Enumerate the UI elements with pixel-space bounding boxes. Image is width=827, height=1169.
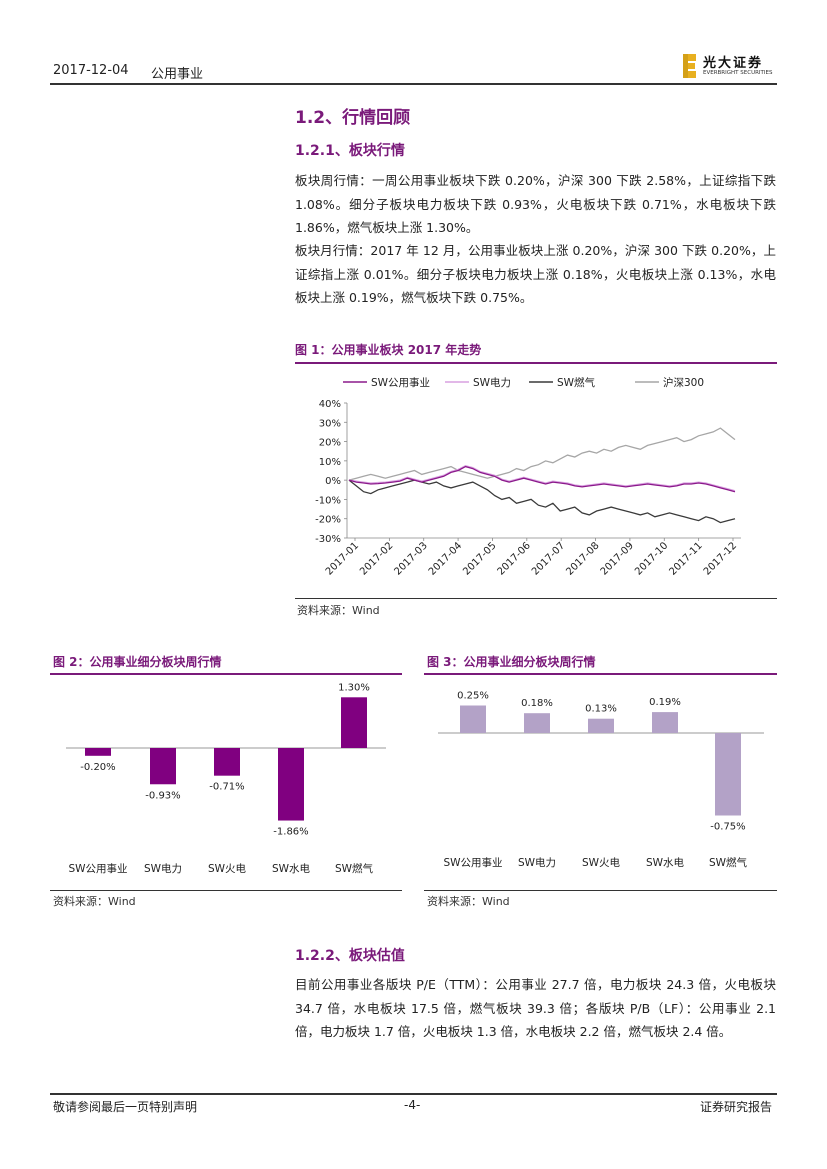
x-tick-label: 2017-07: [530, 540, 567, 577]
figure2-top-rule: [50, 673, 402, 675]
category-label-4: SW燃气: [709, 856, 748, 869]
company-logo: 光大证券 EVERBRIGHT SECURITIES: [683, 52, 783, 80]
data-label-1: 0.18%: [521, 698, 553, 709]
figure3-chart: 0.25% SW公用事业 0.18% SW电力 0.13% SW火电 0.19% SW水电 -0…: [438, 691, 764, 869]
bar-2: [588, 718, 614, 733]
legend-label-1: SW电力: [473, 376, 511, 389]
y-tick-label: 30%: [319, 418, 341, 429]
data-label-0: 0.25%: [457, 691, 489, 702]
header-rule: [50, 83, 777, 85]
bar-0: [460, 705, 486, 733]
bar-3: [278, 748, 304, 821]
x-tick-label: 2017-06: [496, 540, 533, 577]
y-tick-label: -30%: [315, 534, 341, 545]
figure3-bottom-rule: [424, 890, 777, 891]
figure2-bottom-rule: [50, 890, 402, 891]
x-tick-label: 2017-09: [599, 540, 636, 577]
paragraph-valuation: 目前公用事业各版块 P/E（TTM）：公用事业 27.7 倍，电力板块 24.3…: [295, 977, 776, 1039]
series-line-3: [348, 427, 736, 481]
data-label-4: 1.30%: [338, 682, 370, 693]
header-sector: 公用事业: [151, 67, 204, 82]
category-label-3: SW水电: [272, 862, 311, 875]
x-tick-label: 2017-12: [702, 540, 739, 577]
footer-rule: [50, 1093, 777, 1095]
data-label-3: 0.19%: [649, 697, 681, 708]
x-tick-label: 2017-01: [324, 540, 361, 577]
x-tick-label: 2017-10: [633, 540, 670, 577]
category-label-0: SW公用事业: [443, 856, 502, 869]
paragraph-weekly: 板块周行情：一周公用事业板块下跌 0.20%，沪深 300 下跌 2.58%，上…: [295, 173, 776, 235]
x-tick-label: 2017-05: [461, 540, 498, 577]
figure2-source: 资料来源：Wind: [53, 895, 136, 908]
legend-label-3: 沪深300: [663, 376, 704, 389]
category-label-0: SW公用事业: [68, 862, 127, 875]
x-tick-label: 2017-02: [358, 540, 395, 577]
data-label-4: -0.75%: [710, 822, 745, 833]
bar-1: [150, 748, 176, 785]
y-tick-label: 40%: [319, 399, 341, 410]
x-tick-label: 2017-03: [393, 540, 430, 577]
data-label-0: -0.20%: [80, 762, 115, 773]
x-tick-label: 2017-04: [427, 540, 464, 577]
figure1-bottom-rule: [295, 598, 777, 599]
category-label-1: SW电力: [144, 862, 182, 875]
data-label-3: -1.86%: [273, 827, 308, 838]
header-date: 2017-12-04: [53, 63, 129, 78]
y-tick-label: 0%: [325, 476, 341, 487]
footer-report-type: 证券研究报告: [700, 1100, 773, 1114]
x-tick-label: 2017-08: [564, 540, 601, 577]
category-label-2: SW火电: [582, 856, 621, 869]
figure1-title: 图 1：公用事业板块 2017 年走势: [295, 343, 482, 357]
legend-label-0: SW公用事业: [371, 376, 430, 389]
subsection-title-2: 1.2.2、板块估值: [295, 948, 405, 964]
figure1-top-rule: [295, 362, 777, 364]
figure3-source: 资料来源：Wind: [427, 895, 510, 908]
section-title: 1.2、行情回顾: [295, 108, 411, 128]
logo-cn: 光大证券: [703, 56, 764, 71]
data-label-1: -0.93%: [145, 790, 180, 801]
bar-0: [85, 748, 111, 756]
category-label-4: SW燃气: [335, 862, 374, 875]
series-line-0: [348, 465, 736, 493]
bar-4: [715, 733, 741, 816]
category-label-1: SW电力: [518, 856, 556, 869]
paragraph-monthly: 板块月行情：2017 年 12 月，公用事业板块上涨 0.20%，沪深 300 …: [295, 243, 776, 305]
category-label-2: SW火电: [208, 862, 247, 875]
y-tick-label: -20%: [315, 515, 341, 526]
subsection-title-1: 1.2.1、板块行情: [295, 143, 405, 159]
series-line-2: [348, 479, 736, 524]
footer-page-number: -4-: [404, 1098, 421, 1112]
figure2-chart: -0.20% SW公用事业 -0.93% SW电力 -0.71% SW火电 -1.86% SW…: [66, 682, 386, 875]
figure1-source: 资料来源：Wind: [297, 604, 380, 617]
bar-3: [652, 712, 678, 733]
legend-label-2: SW燃气: [557, 376, 596, 389]
logo-en: EVERBRIGHT SECURITIES: [703, 70, 773, 76]
category-label-3: SW水电: [646, 856, 685, 869]
y-tick-label: -10%: [315, 495, 341, 506]
series-line-1: [348, 465, 736, 492]
y-tick-label: 20%: [319, 438, 341, 449]
data-label-2: 0.13%: [585, 704, 617, 715]
figure2-title: 图 2：公用事业细分板块周行情: [53, 655, 222, 669]
bar-4: [341, 697, 367, 748]
figure1-chart: SW公用事业 SW电力 SW燃气 沪深300 40% 30% 20% 10% 0% -10% -20…: [315, 376, 741, 578]
figure3-top-rule: [424, 673, 777, 675]
figure3-title: 图 3：公用事业细分板块周行情: [427, 655, 596, 669]
footer-disclaimer: 敬请参阅最后一页特别声明: [53, 1100, 198, 1114]
y-tick-label: 10%: [319, 457, 341, 468]
x-tick-label: 2017-11: [667, 540, 704, 577]
logo-mark-icon: [683, 54, 696, 78]
bar-2: [214, 748, 240, 776]
bar-1: [524, 713, 550, 733]
data-label-2: -0.71%: [209, 782, 244, 793]
